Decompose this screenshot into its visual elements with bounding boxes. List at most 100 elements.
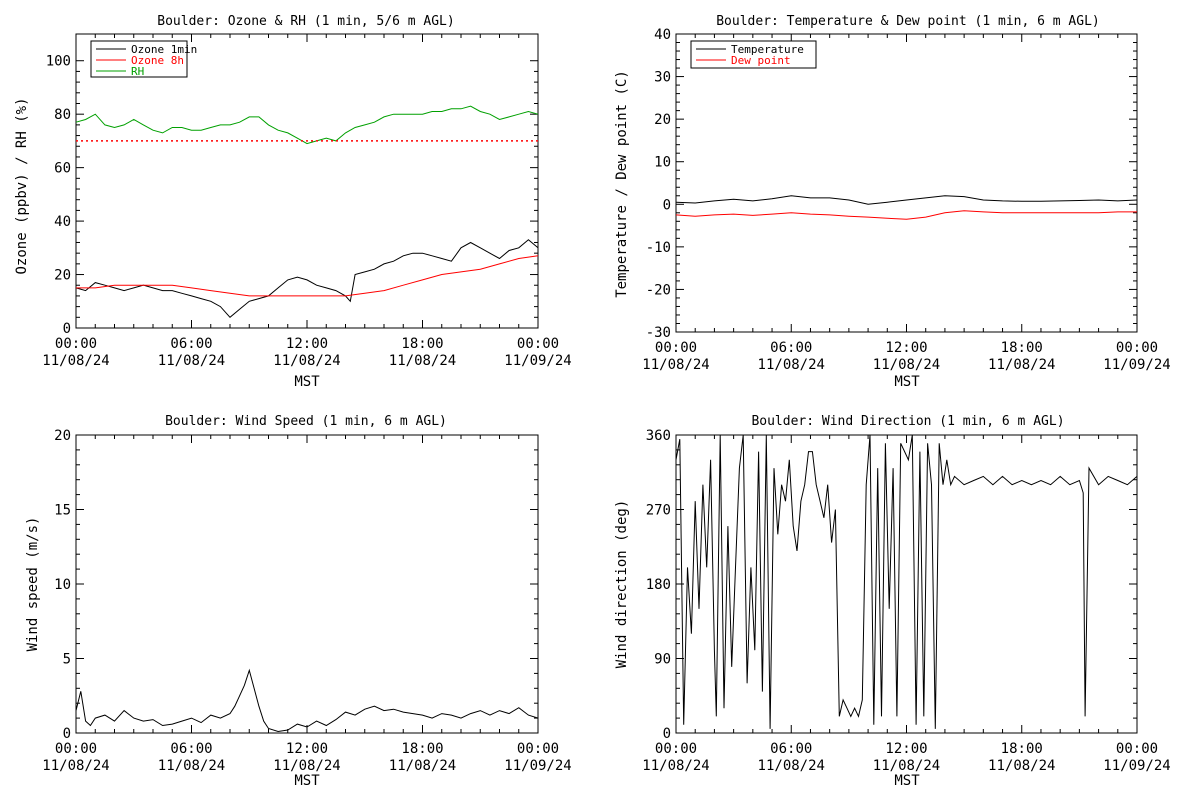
y-tick-label: -10 <box>646 240 671 256</box>
x-tick-label-date: 11/08/24 <box>873 758 940 774</box>
series-line-temperature <box>675 195 1138 205</box>
y-tick-label: 360 <box>646 428 671 444</box>
x-tick-label-date: 11/08/24 <box>42 758 109 774</box>
axis-ticks: 0510152000:0011/08/2406:0011/08/2412:001… <box>42 428 571 774</box>
y-axis-label: Wind speed (m/s) <box>25 517 41 652</box>
legend-box <box>690 40 817 69</box>
x-tick-label-date: 11/08/24 <box>758 357 825 373</box>
y-tick-label: 0 <box>663 197 671 213</box>
x-axis-label: MST <box>894 374 920 390</box>
y-axis-label: Temperature / Dew point (C) <box>614 70 630 298</box>
series-line-ozone-1min <box>75 239 539 318</box>
axis-ticks: 09018027036000:0011/08/2406:0011/08/2412… <box>642 428 1170 774</box>
y-tick-label: 0 <box>63 321 71 337</box>
legend-label-ozone-1min: Ozone 1min <box>131 43 197 56</box>
series-line-line-0 <box>75 668 539 733</box>
chart-title: Boulder: Wind Direction (1 min, 6 m AGL) <box>751 414 1064 429</box>
y-tick-label: 100 <box>46 54 71 70</box>
series-line-line-0 <box>675 434 1138 729</box>
y-tick-label: 5 <box>63 652 71 668</box>
x-tick-label-date: 11/09/24 <box>1103 357 1170 373</box>
y-axis-label: Wind direction (deg) <box>614 500 630 669</box>
x-tick-label-date: 11/08/24 <box>273 758 340 774</box>
x-tick-label-time: 12:00 <box>885 741 927 757</box>
x-tick-label-date: 11/08/24 <box>389 353 456 369</box>
y-tick-label: 0 <box>663 726 671 742</box>
axis-ticks: -30-20-1001020304000:0011/08/2406:0011/0… <box>642 27 1170 373</box>
chart-title: Boulder: Ozone & RH (1 min, 5/6 m AGL) <box>157 14 454 29</box>
y-tick-label: 10 <box>54 577 71 593</box>
plot-frame <box>675 33 1138 333</box>
plot-frame <box>75 33 539 329</box>
legend: Ozone 1min Ozone 8h RH <box>90 40 197 78</box>
x-tick-label-date: 11/08/24 <box>758 758 825 774</box>
axis-ticks: 02040608010000:0011/08/2406:0011/08/2412… <box>42 34 572 369</box>
series-lines <box>75 105 539 318</box>
x-tick-label-date: 11/09/24 <box>504 353 571 369</box>
panel-wind-direction: Boulder: Wind Direction (1 min, 6 m AGL)… <box>614 414 1171 789</box>
x-tick-label-time: 06:00 <box>770 741 812 757</box>
series-line-ozone-8h <box>76 255 539 297</box>
x-tick-label-time: 00:00 <box>517 741 559 757</box>
x-tick-label-time: 00:00 <box>655 340 697 356</box>
x-tick-label-time: 18:00 <box>401 741 443 757</box>
chart-title: Boulder: Wind Speed (1 min, 6 m AGL) <box>165 414 447 429</box>
x-tick-label-time: 18:00 <box>401 336 443 352</box>
x-tick-label-date: 11/08/24 <box>642 357 709 373</box>
y-tick-label: 20 <box>654 112 671 128</box>
x-tick-label-time: 00:00 <box>1116 741 1158 757</box>
legend-label-rh: RH <box>131 65 144 78</box>
x-tick-label-time: 12:00 <box>286 336 328 352</box>
panel-temperature-dewpoint: Boulder: Temperature & Dew point (1 min,… <box>614 14 1171 390</box>
x-tick-label-time: 12:00 <box>885 340 927 356</box>
x-tick-label-time: 06:00 <box>770 340 812 356</box>
y-tick-label: 40 <box>654 27 671 43</box>
y-tick-label: 80 <box>54 107 71 123</box>
x-axis-label: MST <box>294 773 320 789</box>
x-tick-label-time: 00:00 <box>655 741 697 757</box>
x-tick-label-date: 11/09/24 <box>1103 758 1170 774</box>
y-tick-label: 30 <box>654 70 671 86</box>
x-tick-label-time: 00:00 <box>55 741 97 757</box>
y-tick-label: -30 <box>646 325 671 341</box>
x-axis-label: MST <box>894 773 920 789</box>
x-tick-label-date: 11/08/24 <box>42 353 109 369</box>
x-tick-label-time: 00:00 <box>517 336 559 352</box>
series-lines <box>675 195 1138 220</box>
chart-title: Boulder: Temperature & Dew point (1 min,… <box>716 14 1100 29</box>
panel-wind-speed: Boulder: Wind Speed (1 min, 6 m AGL) Win… <box>25 414 572 789</box>
x-tick-label-time: 12:00 <box>286 741 328 757</box>
x-tick-label-time: 00:00 <box>1116 340 1158 356</box>
plot-frame <box>75 434 539 734</box>
y-tick-label: 270 <box>646 503 671 519</box>
y-tick-label: 180 <box>646 577 671 593</box>
y-tick-label: 0 <box>63 726 71 742</box>
y-tick-label: 20 <box>54 268 71 284</box>
y-tick-label: 60 <box>54 161 71 177</box>
y-tick-label: 90 <box>654 652 671 668</box>
series-line-rh <box>75 105 539 145</box>
legend: Temperature Dew point <box>690 40 817 69</box>
x-tick-label-time: 18:00 <box>1001 741 1043 757</box>
legend-label-temperature: Temperature <box>731 43 804 56</box>
x-tick-label-date: 11/08/24 <box>873 357 940 373</box>
x-tick-label-time: 06:00 <box>170 336 212 352</box>
legend-label-dew-point: Dew point <box>731 54 791 67</box>
x-axis-label: MST <box>294 374 320 390</box>
x-tick-label-time: 06:00 <box>170 741 212 757</box>
y-tick-label: 15 <box>54 503 71 519</box>
y-tick-label: 10 <box>654 155 671 171</box>
series-line-dew-point <box>675 210 1137 220</box>
x-tick-label-date: 11/09/24 <box>504 758 571 774</box>
x-tick-label-date: 11/08/24 <box>158 353 225 369</box>
x-tick-label-date: 11/08/24 <box>273 353 340 369</box>
series-lines <box>75 668 539 733</box>
legend-label-ozone-8h: Ozone 8h <box>131 54 184 67</box>
series-lines <box>675 434 1138 729</box>
y-tick-label: 20 <box>54 428 71 444</box>
x-tick-label-time: 00:00 <box>55 336 97 352</box>
y-tick-label: 40 <box>54 214 71 230</box>
y-axis-label: Ozone (ppbv) / RH (%) <box>14 97 30 274</box>
x-tick-label-date: 11/08/24 <box>389 758 456 774</box>
